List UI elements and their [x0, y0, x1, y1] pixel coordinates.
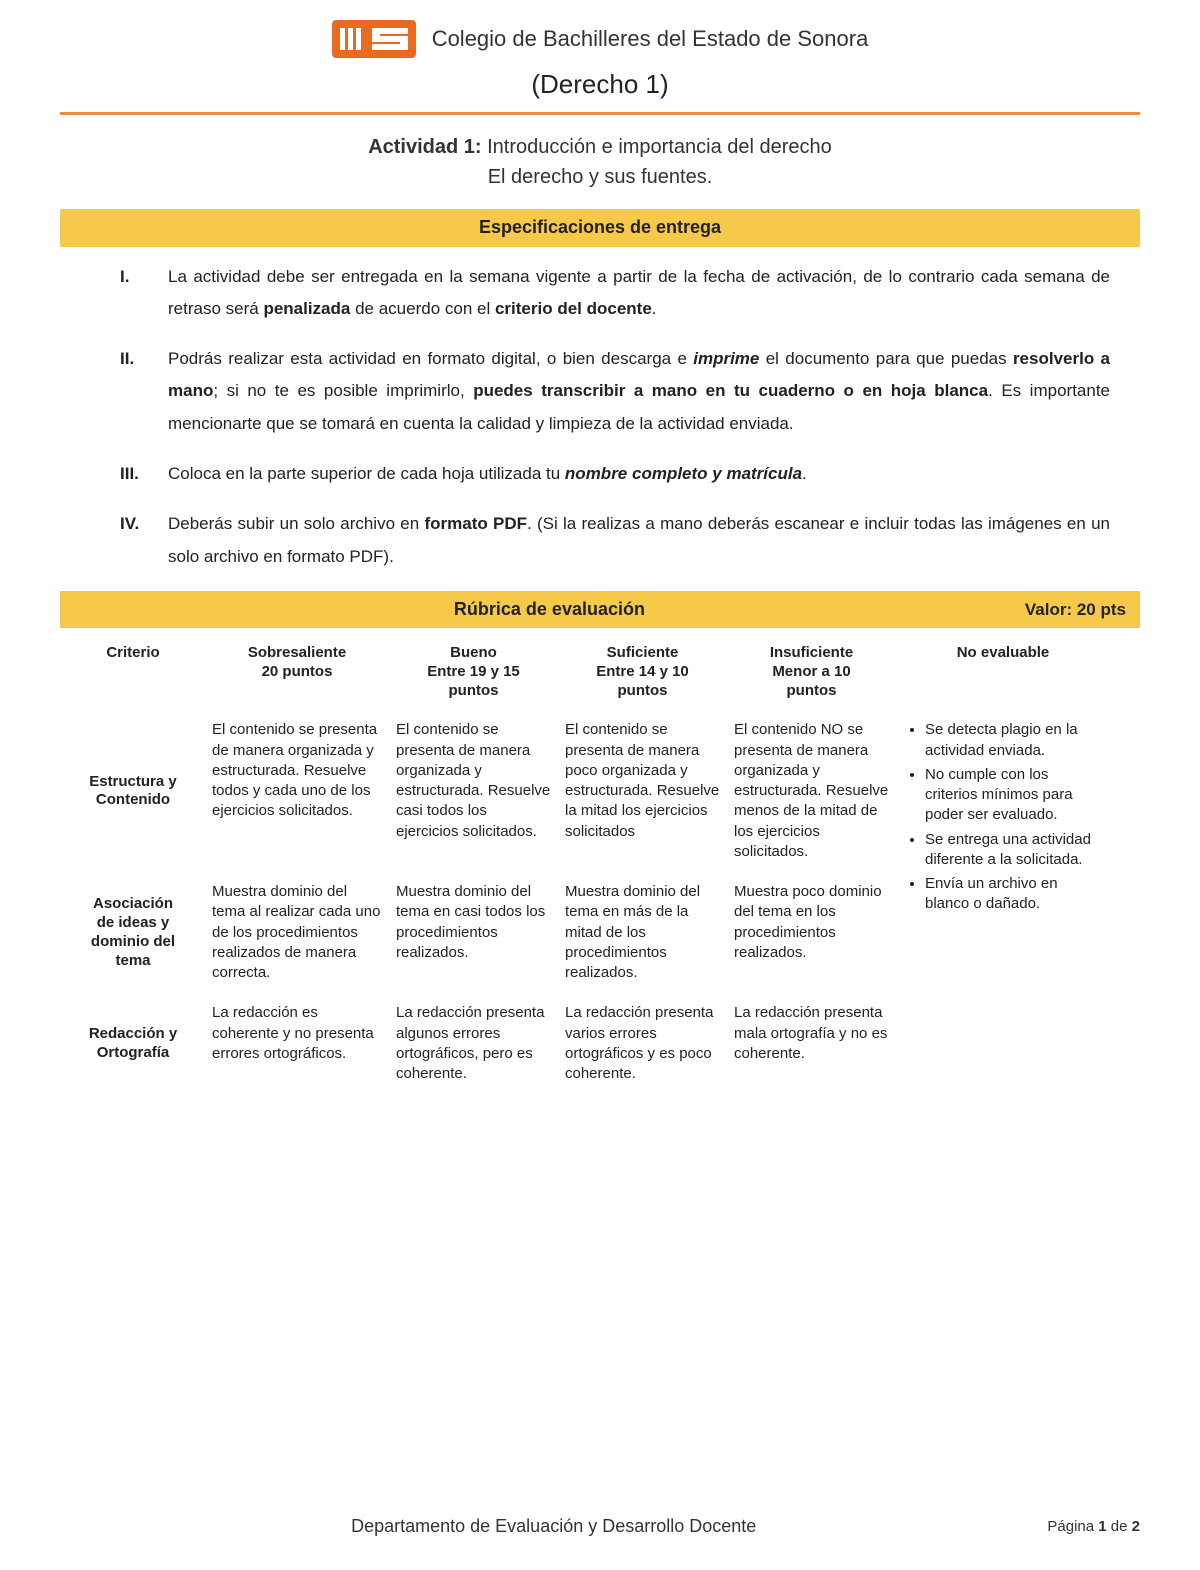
rubric-cell: La redacción es coherente y no presenta … — [212, 1003, 382, 1084]
footer-page-total: 2 — [1132, 1518, 1140, 1535]
spec-text: Deberás subir un solo archivo en formato… — [168, 508, 1110, 573]
spec-roman: III. — [120, 458, 168, 490]
footer: Departamento de Evaluación y Desarrollo … — [60, 1514, 1140, 1539]
course-title: (Derecho 1) — [60, 66, 1140, 102]
rubric-cell: Muestra dominio del tema al realizar cad… — [212, 882, 382, 983]
spec-item: III.Coloca en la parte superior de cada … — [120, 458, 1110, 490]
footer-department: Departamento de Evaluación y Desarrollo … — [60, 1514, 1047, 1539]
rubric-cell: El contenido NO se presenta de manera or… — [734, 720, 889, 862]
institution-name: Colegio de Bachilleres del Estado de Son… — [432, 24, 869, 55]
rubric-header: No evaluable — [903, 644, 1103, 700]
spec-banner: Especificaciones de entrega — [60, 209, 1140, 246]
spec-item: II.Podrás realizar esta actividad en for… — [120, 343, 1110, 440]
activity-title-line: Actividad 1: Introducción e importancia … — [60, 133, 1140, 161]
footer-page: Página 1 de 2 — [1047, 1516, 1140, 1537]
rubric-cell: Muestra dominio del tema en casi todos l… — [396, 882, 551, 983]
rubric-banner-value: Valor: 20 pts — [1025, 598, 1126, 622]
rubric-header: InsuficienteMenor a 10puntos — [734, 644, 889, 700]
spec-roman: II. — [120, 343, 168, 440]
spec-list: I.La actividad debe ser entregada en la … — [60, 261, 1140, 573]
activity-label: Actividad 1: — [368, 136, 481, 158]
rubric-banner: Rúbrica de evaluación Valor: 20 pts — [60, 591, 1140, 628]
rubric-no-evaluable-item: Se detecta plagio en la actividad enviad… — [925, 720, 1103, 761]
spec-item: I.La actividad debe ser entregada en la … — [120, 261, 1110, 326]
rubric-header: Sobresaliente20 puntos — [212, 644, 382, 700]
footer-page-current: 1 — [1098, 1518, 1106, 1535]
rubric-banner-title: Rúbrica de evaluación — [74, 597, 1025, 622]
rubric-header: BuenoEntre 19 y 15puntos — [396, 644, 551, 700]
header: Colegio de Bachilleres del Estado de Son… — [60, 20, 1140, 58]
rubric-cell: Muestra dominio del tema en más de la mi… — [565, 882, 720, 983]
rubric-cell: La redacción presenta varios errores ort… — [565, 1003, 720, 1084]
spec-text: Coloca en la parte superior de cada hoja… — [168, 458, 1110, 490]
rubric-header: SuficienteEntre 14 y 10puntos — [565, 644, 720, 700]
spec-text: Podrás realizar esta actividad en format… — [168, 343, 1110, 440]
rubric-cell: El contenido se presenta de manera organ… — [212, 720, 382, 862]
rubric-row-label: Redacción yOrtografía — [68, 1025, 198, 1063]
rubric-row-label: Estructura yContenido — [68, 773, 198, 811]
rubric-cell: La redacción presenta mala ortografía y … — [734, 1003, 889, 1084]
rubric-header: Criterio — [68, 644, 198, 700]
spec-text: La actividad debe ser entregada en la se… — [168, 261, 1110, 326]
rubric-no-evaluable-item: Se entrega una actividad diferente a la … — [925, 830, 1103, 871]
spec-roman: I. — [120, 261, 168, 326]
rubric-cell: La redacción presenta algunos errores or… — [396, 1003, 551, 1084]
rubric-no-evaluable-item: Envía un archivo en blanco o dañado. — [925, 874, 1103, 915]
activity-title: Introducción e importancia del derecho — [487, 136, 832, 158]
spec-roman: IV. — [120, 508, 168, 573]
activity-subtitle: El derecho y sus fuentes. — [60, 163, 1140, 191]
spec-item: IV.Deberás subir un solo archivo en form… — [120, 508, 1110, 573]
rubric-no-evaluable-item: No cumple con los criterios mínimos para… — [925, 765, 1103, 826]
rubric-table: CriterioSobresaliente20 puntosBuenoEntre… — [60, 644, 1140, 1084]
footer-page-mid: de — [1107, 1518, 1132, 1535]
rubric-cell: El contenido se presenta de manera poco … — [565, 720, 720, 862]
rubric-cell: Muestra poco dominio del tema en los pro… — [734, 882, 889, 983]
institution-logo — [332, 20, 416, 58]
footer-page-prefix: Página — [1047, 1518, 1098, 1535]
header-rule — [60, 112, 1140, 115]
rubric-row-label: Asociaciónde ideas ydominio deltema — [68, 895, 198, 970]
rubric-no-evaluable: Se detecta plagio en la actividad enviad… — [903, 720, 1103, 1084]
rubric-cell: El contenido se presenta de manera organ… — [396, 720, 551, 862]
